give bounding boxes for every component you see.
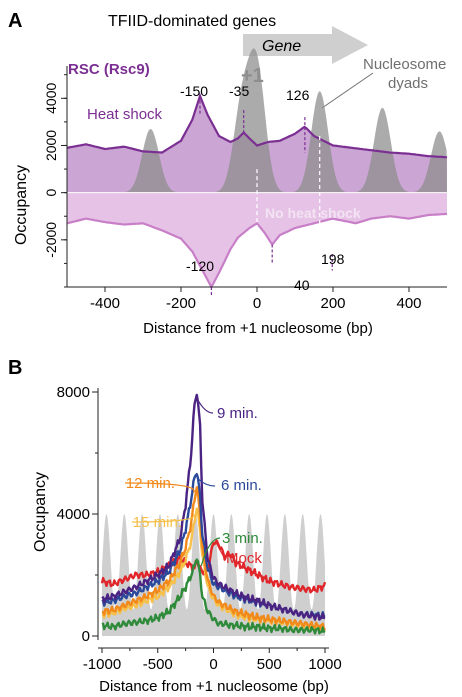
- heat-shock-label: Heat shock: [87, 106, 163, 123]
- panel-a-x-tick-label: -200: [166, 295, 196, 312]
- panel-b-y-tick-label: 0: [82, 628, 90, 645]
- panel-b-letter: B: [8, 357, 22, 379]
- panel-a-header: TFIID-dominated genes: [108, 13, 276, 30]
- panel-b-y-tick-label: 8000: [57, 384, 90, 401]
- panel-b-x-tick-label: -1000: [83, 656, 121, 673]
- series-label: 3 min.: [222, 530, 263, 547]
- series-label: 15 min.: [133, 514, 182, 531]
- dyads-leader-line: [321, 72, 374, 109]
- rsc-label: RSC (Rsc9): [68, 61, 150, 78]
- panel-b-x-tick-label: -500: [143, 656, 173, 673]
- peak-annotation-126: 126: [286, 87, 310, 103]
- panel-a-x-tick-label: 200: [320, 295, 345, 312]
- series-label: Mock: [226, 550, 262, 567]
- panel-b-x-tick-label: 500: [257, 656, 282, 673]
- gene-arrow-icon: [243, 26, 368, 64]
- panel-b-ylabel: Occupancy: [32, 472, 49, 552]
- no-heat-shock-line: [66, 212, 448, 290]
- panel-a-y-tick-label: 4000: [43, 83, 59, 114]
- no-heat-shock-area: [67, 192, 447, 287]
- series-leader-line: [215, 541, 226, 559]
- dyads-label-line1: Nucleosome: [363, 56, 446, 73]
- dyads-label-line2: dyads: [388, 75, 428, 92]
- panel-a-x-tick-label: 0: [253, 295, 261, 312]
- series-line-12min: [101, 486, 326, 631]
- series-line-9min: [101, 393, 326, 621]
- panel-a-y-tick-label: 0: [43, 189, 59, 197]
- panel-a-xlabel: Distance from +1 nucleosome (bp): [143, 320, 373, 337]
- peak-annotation-minus35: -35: [229, 83, 249, 99]
- panel-b-y-tick-label: 4000: [57, 506, 90, 523]
- peak-annotation-minus150: -150: [180, 83, 208, 99]
- panel-b-x-tick-label: 1000: [308, 656, 341, 673]
- panel-a-ylabel: Occupancy: [13, 165, 30, 245]
- panel-a-letter: A: [8, 10, 22, 32]
- series-label: 9 min.: [217, 405, 258, 422]
- gene-arrow-label: Gene: [262, 38, 301, 55]
- series-leader-line: [131, 513, 195, 523]
- series-leader-line: [124, 482, 195, 494]
- series-leader-line: [196, 397, 214, 414]
- panel-b-chart: 9 min. 6 min. 12 min. 15 min. 3 min. Mock -100…: [57, 384, 342, 673]
- panel-a-y-tick-label: 2000: [43, 130, 59, 161]
- no-heat-shock-label: No heat shock: [265, 205, 361, 221]
- peak-annotation-minus120: -120: [186, 258, 214, 274]
- peak-annotation-198: 198: [321, 251, 345, 267]
- series-label: 12 min.: [126, 475, 175, 492]
- panel-a-x-tick-label: -400: [90, 295, 120, 312]
- panel-a-y-tick-label: -2000: [43, 222, 59, 258]
- panel-b-x-tick-label: 0: [209, 656, 217, 673]
- series-leader-line: [200, 537, 221, 567]
- series-leader-line: [196, 476, 216, 487]
- heat-shock-line: [66, 92, 448, 159]
- series-label: 6 min.: [221, 477, 262, 494]
- series-line-mock: [100, 539, 327, 594]
- panel-b-xlabel: Distance from +1 nucleosome (bp): [99, 678, 329, 695]
- panel-a-x-tick-label: 400: [396, 295, 421, 312]
- series-line-3min: [101, 558, 326, 635]
- nucleosome-dyads-area: [67, 48, 447, 193]
- peak-annotation-40: 40: [294, 277, 310, 293]
